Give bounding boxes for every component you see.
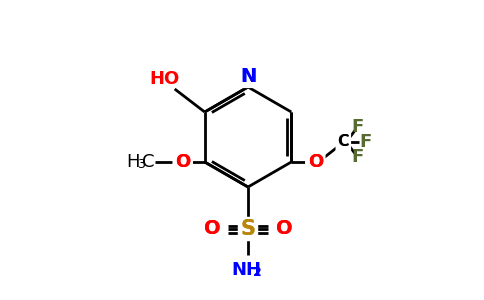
Text: H: H <box>126 153 139 171</box>
Text: O: O <box>276 220 292 238</box>
Text: O: O <box>308 153 323 171</box>
Text: F: F <box>359 133 371 151</box>
Text: F: F <box>351 148 363 166</box>
Text: O: O <box>174 152 191 172</box>
Text: HO: HO <box>150 70 180 88</box>
Text: O: O <box>204 220 220 238</box>
Text: S: S <box>240 219 256 239</box>
Text: F: F <box>351 118 363 136</box>
Text: O: O <box>203 219 221 239</box>
Text: O: O <box>308 153 323 171</box>
Text: C: C <box>142 153 155 171</box>
Text: N: N <box>239 66 257 86</box>
Text: NH: NH <box>231 261 261 279</box>
Text: N: N <box>240 67 256 85</box>
Text: O: O <box>307 152 324 172</box>
Text: C: C <box>337 133 349 151</box>
Text: O: O <box>175 153 190 171</box>
Text: C: C <box>338 134 349 149</box>
Text: 3: 3 <box>137 158 145 170</box>
Text: O: O <box>275 219 293 239</box>
Text: 2: 2 <box>253 266 261 278</box>
Text: S: S <box>241 219 256 239</box>
Text: O: O <box>204 220 220 238</box>
Text: C: C <box>338 134 348 149</box>
Text: N: N <box>240 67 256 85</box>
Text: O: O <box>276 220 292 238</box>
Text: O: O <box>175 153 190 171</box>
Text: S: S <box>241 219 256 239</box>
